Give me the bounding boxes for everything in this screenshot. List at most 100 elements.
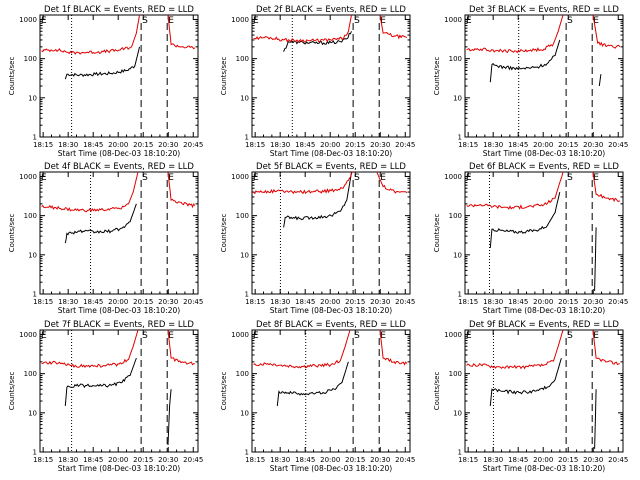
series-lld <box>253 171 354 195</box>
series-events <box>276 361 349 406</box>
y-tick-label: 10 <box>240 94 249 102</box>
x-tick-label: 18:15 <box>245 298 265 306</box>
x-axis-label: Start Time (08-Dec-03 18:10:20) <box>58 464 180 473</box>
x-tick-label: 18:45 <box>295 456 315 464</box>
series-lld <box>41 171 139 213</box>
x-tick-label: 20:30 <box>370 141 390 149</box>
y-tick-label: 1000 <box>444 331 462 339</box>
panel-det-9f: Det 9f BLACK = Events, RED = LLD 1 10 100 10… <box>433 320 628 473</box>
y-tick-label: 100 <box>24 212 37 220</box>
series-lld <box>167 329 195 366</box>
marker-E: E <box>168 173 174 183</box>
x-tick-label: 20:00 <box>533 141 553 149</box>
x-tick-label: 20:00 <box>108 298 128 306</box>
y-axis-label: Counts/sec <box>433 372 441 411</box>
x-tick-label: 20:15 <box>345 141 365 149</box>
series-lld <box>167 14 196 50</box>
plot-frame <box>39 329 199 453</box>
series-events <box>283 171 352 228</box>
x-tick-label: 20:30 <box>583 456 603 464</box>
x-tick-label: 18:30 <box>58 141 78 149</box>
y-tick-label: 1 <box>33 134 37 142</box>
x-tick-label: 18:45 <box>508 298 528 306</box>
x-axis-label: Start Time (08-Dec-03 18:10:20) <box>483 149 605 158</box>
panel-det-1f: Det 1f BLACK = Events, RED = LLD 1 10 100 10… <box>8 5 203 158</box>
panel-title: Det 1f BLACK = Events, RED = LLD <box>44 5 194 15</box>
x-tick-label: 20:00 <box>533 456 553 464</box>
series-lld <box>466 171 564 210</box>
x-tick-label: 20:45 <box>395 456 415 464</box>
y-tick-label: 10 <box>240 251 249 259</box>
x-tick-label: 20:30 <box>370 456 390 464</box>
y-tick-label: 1 <box>458 449 462 457</box>
plot-frame <box>39 14 199 138</box>
y-tick-label: 1 <box>458 291 462 299</box>
x-axis-label: Start Time (08-Dec-03 18:10:20) <box>483 464 605 473</box>
marker-S: S <box>142 16 148 26</box>
x-tick-label: 18:45 <box>83 141 103 149</box>
y-tick-label: 10 <box>453 251 462 259</box>
series-lld <box>253 14 352 43</box>
series-events <box>167 389 172 446</box>
y-tick-label: 1 <box>245 134 249 142</box>
y-tick-label: 1 <box>245 291 249 299</box>
series-events <box>64 46 140 80</box>
y-tick-label: 1000 <box>231 173 249 181</box>
marker-corner: E <box>41 16 47 26</box>
x-tick-label: 20:15 <box>558 298 578 306</box>
series-lld <box>379 14 408 40</box>
marker-E: E <box>593 173 599 183</box>
y-tick-label: 100 <box>449 212 462 220</box>
y-tick-label: 100 <box>236 370 249 378</box>
y-tick-label: 100 <box>24 55 37 63</box>
y-tick-label: 100 <box>236 55 249 63</box>
x-tick-label: 20:45 <box>183 141 203 149</box>
x-tick-label: 18:15 <box>33 141 53 149</box>
y-tick-label: 10 <box>28 409 37 417</box>
y-axis-label: Counts/sec <box>8 372 16 411</box>
x-tick-label: 18:45 <box>83 298 103 306</box>
x-tick-label: 18:30 <box>270 298 290 306</box>
x-tick-label: 18:30 <box>270 141 290 149</box>
y-axis-label: Counts/sec <box>433 57 441 96</box>
marker-E: E <box>593 331 599 341</box>
y-tick-label: 1 <box>33 291 37 299</box>
x-tick-label: 18:15 <box>245 141 265 149</box>
x-tick-label: 20:15 <box>133 298 153 306</box>
y-axis-label: Counts/sec <box>220 57 228 96</box>
y-axis-label: Counts/sec <box>8 214 16 253</box>
marker-corner: E <box>41 173 47 183</box>
y-axis-label: Counts/sec <box>433 214 441 253</box>
marker-corner: E <box>466 173 472 183</box>
y-tick-label: 1 <box>33 449 37 457</box>
x-tick-label: 18:15 <box>458 456 478 464</box>
panel-det-6f: Det 6f BLACK = Events, RED = LLD 1 10 100 10… <box>433 162 628 315</box>
plot-frame <box>251 171 411 295</box>
x-tick-label: 20:30 <box>370 298 390 306</box>
series-events <box>489 191 561 248</box>
series-lld <box>466 329 564 370</box>
y-tick-label: 1000 <box>444 173 462 181</box>
plot-frame <box>464 329 624 453</box>
y-tick-label: 100 <box>24 370 37 378</box>
x-tick-label: 20:15 <box>133 456 153 464</box>
y-axis-label: Counts/sec <box>220 372 228 411</box>
series-events <box>489 39 561 83</box>
y-tick-label: 1 <box>245 449 249 457</box>
x-tick-label: 20:00 <box>320 141 340 149</box>
y-tick-label: 1000 <box>19 173 37 181</box>
x-axis-label: Start Time (08-Dec-03 18:10:20) <box>483 306 605 315</box>
panel-det-8f: Det 8f BLACK = Events, RED = LLD 1 10 100 10… <box>220 320 415 473</box>
x-tick-label: 20:45 <box>608 298 628 306</box>
series-events <box>598 74 602 87</box>
series-events <box>594 227 597 291</box>
panel-title: Det 7f BLACK = Events, RED = LLD <box>44 320 194 330</box>
x-axis-label: Start Time (08-Dec-03 18:10:20) <box>58 149 180 158</box>
panel-det-2f: Det 2f BLACK = Events, RED = LLD 1 10 100 10… <box>220 5 415 158</box>
y-tick-label: 1000 <box>231 16 249 24</box>
plot-frame <box>464 171 624 295</box>
x-tick-label: 18:30 <box>58 456 78 464</box>
x-tick-label: 20:30 <box>158 141 178 149</box>
plot-frame <box>39 171 199 295</box>
